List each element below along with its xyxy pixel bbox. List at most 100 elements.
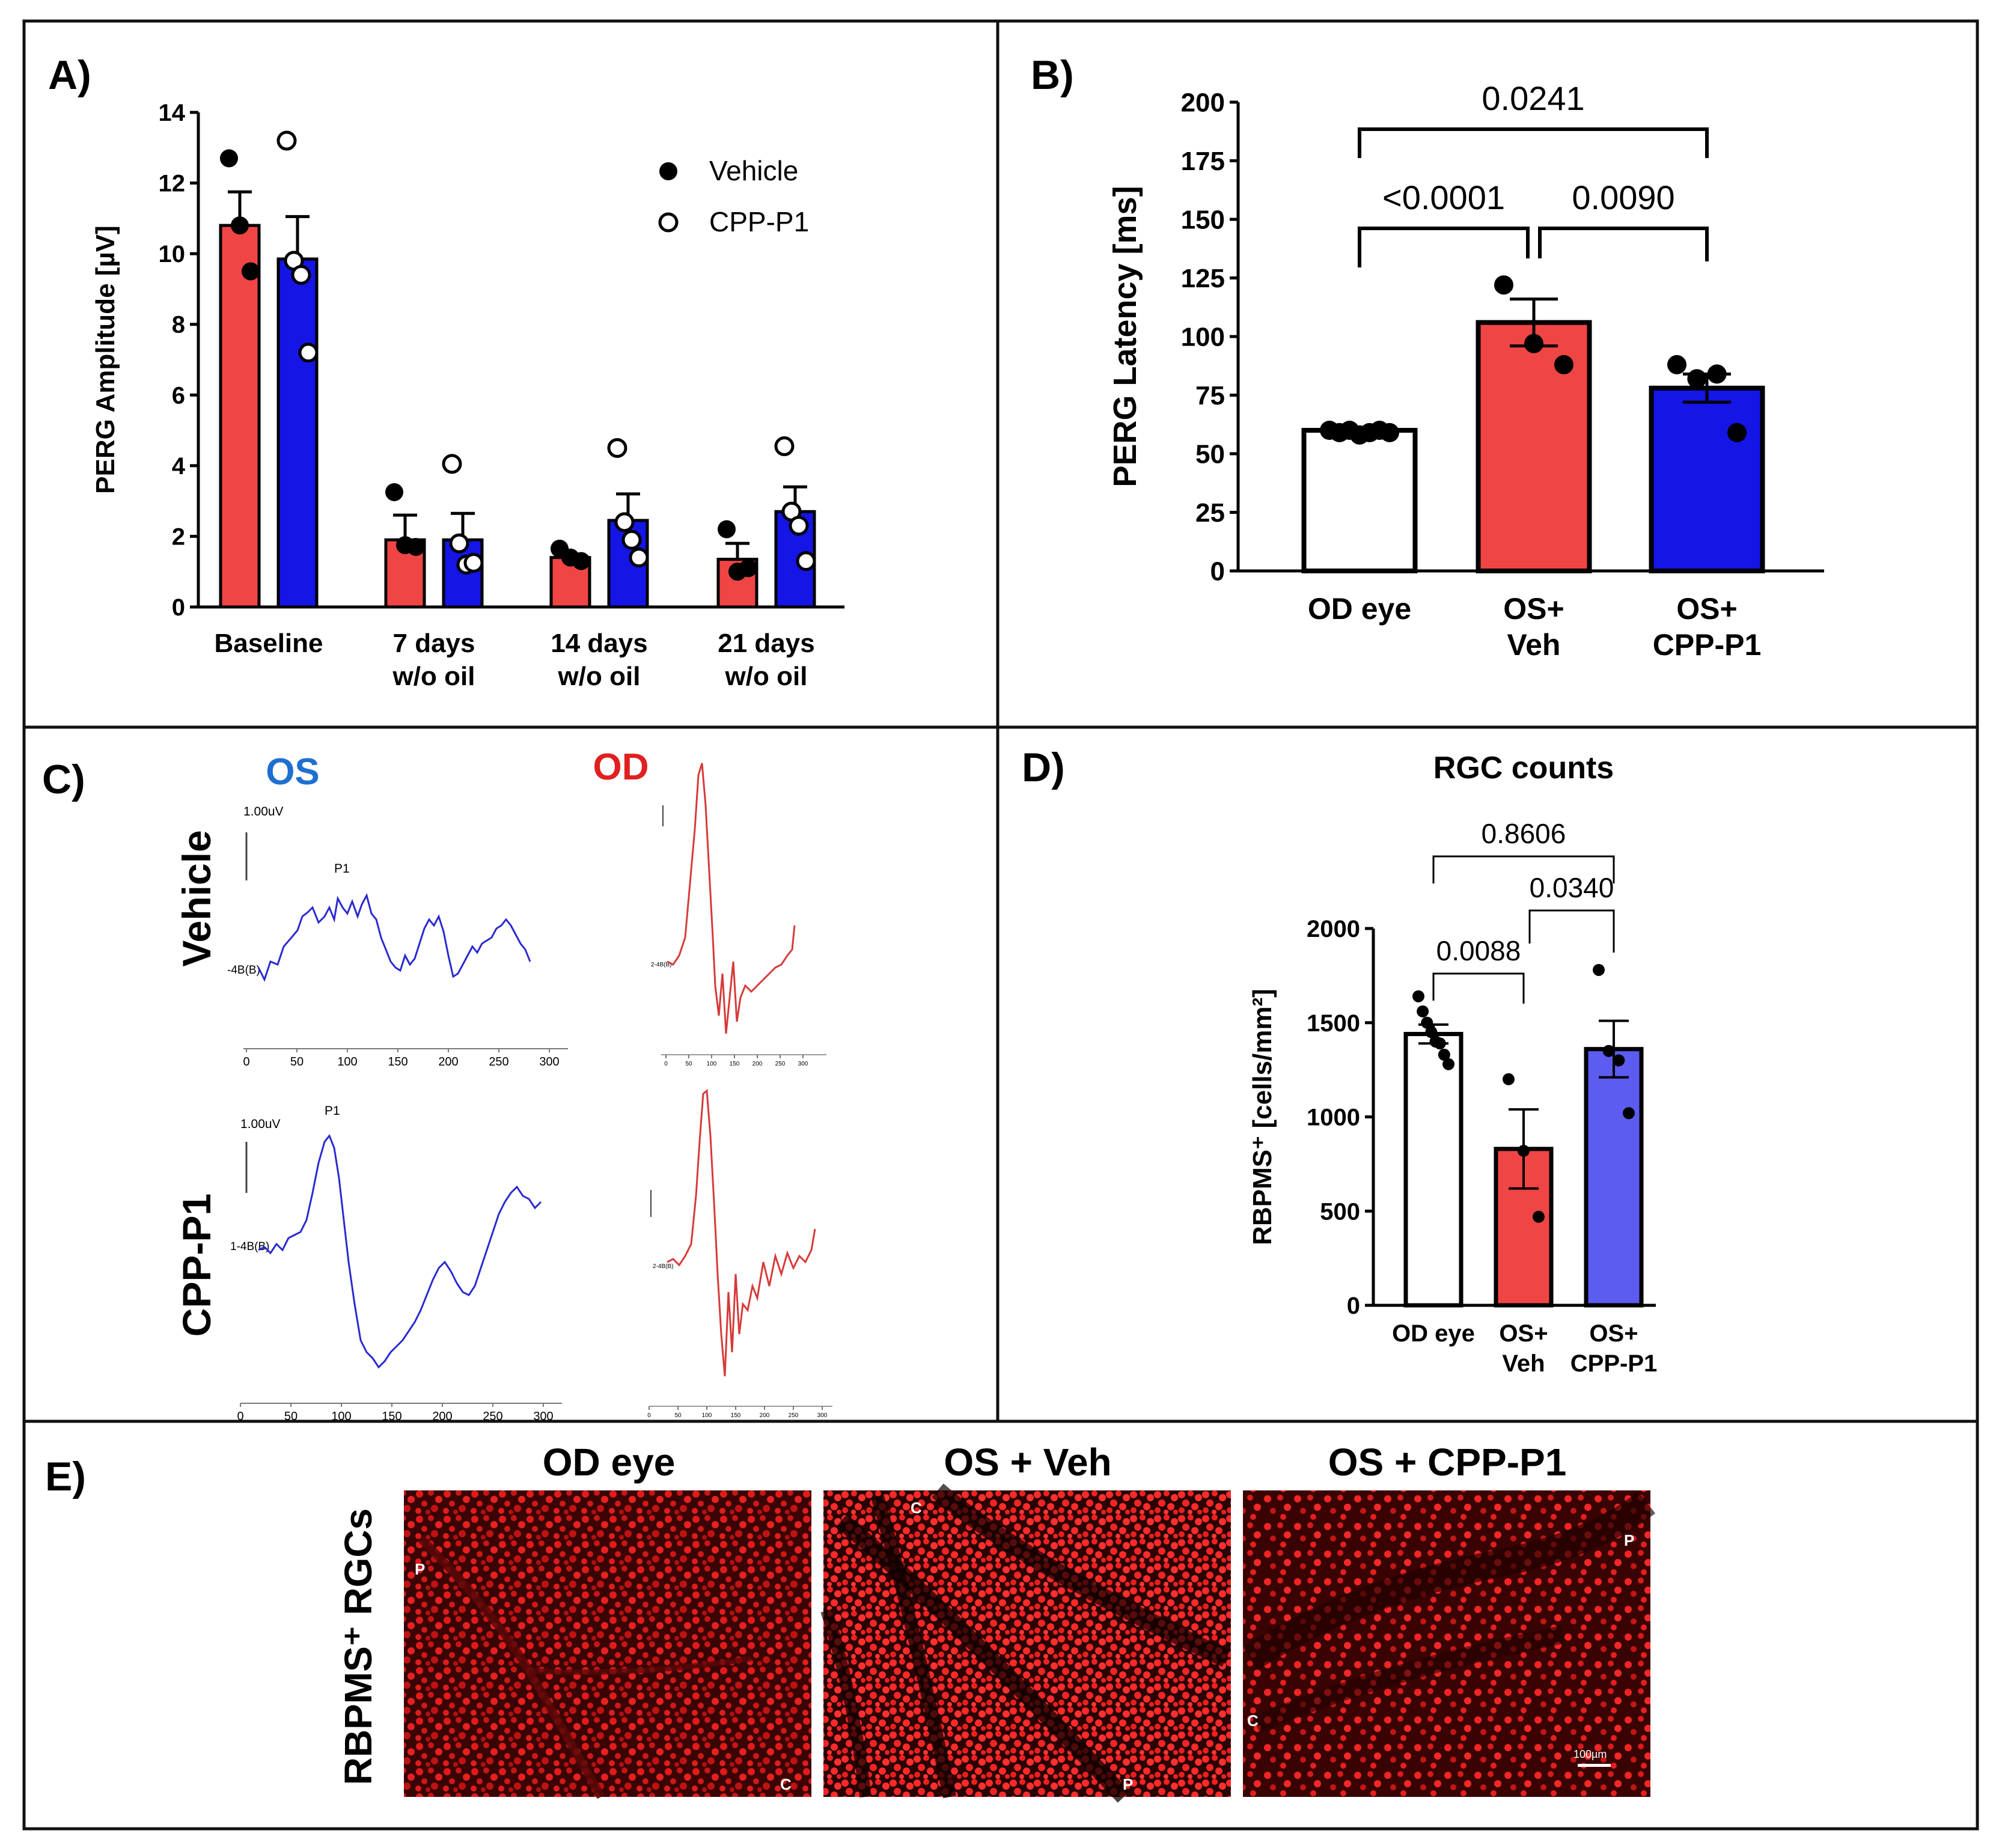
- x-tick-label: 21 days: [718, 629, 814, 658]
- trace-x-tick-label: 50: [290, 1055, 304, 1069]
- p-value-label: 0.0088: [1436, 935, 1521, 966]
- data-point: [220, 149, 238, 168]
- trace-x-tick-label: 200: [752, 1061, 763, 1067]
- trace-x-tick-label: 100: [331, 1410, 351, 1423]
- panel-label-e: E): [45, 1454, 86, 1499]
- scale-label-os-vehicle: 1.00uV: [243, 805, 284, 819]
- os-header: OS: [266, 751, 320, 793]
- trace-x-tick-label: 200: [438, 1055, 458, 1069]
- data-point: [1518, 1144, 1530, 1157]
- marker-od-c: C: [780, 1775, 792, 1793]
- data-point: [572, 552, 590, 570]
- trace-x-tick-label: 0: [237, 1410, 243, 1423]
- legend-marker-vehicle: [659, 162, 677, 180]
- trace-od-vehicle: 2-4B(B): [651, 763, 826, 1055]
- trace-x-tick-label: 250: [483, 1410, 502, 1423]
- bar: [276, 257, 319, 609]
- y-tick-label: 2000: [1307, 916, 1360, 942]
- data-point: [1433, 1037, 1446, 1050]
- data-point: [1727, 422, 1747, 442]
- y-tick-label: 1500: [1307, 1010, 1360, 1037]
- trace-x-ticks: 0 50 100 150 200 250 300 0 50 100 150 200 250 300 0 50 1…: [237, 1049, 828, 1423]
- trace-od-cpp-p1: 2-4B(B): [649, 1088, 832, 1407]
- trace-line-os-cpp: [258, 1134, 542, 1369]
- peak-label-os-cpp: P1: [325, 1104, 340, 1118]
- y-tick-label: 1000: [1307, 1105, 1360, 1131]
- data-point: [614, 512, 635, 532]
- x-tick-label: Veh: [1502, 1350, 1545, 1377]
- trace-x-tick-label: 0: [664, 1061, 668, 1067]
- bar: [1403, 1032, 1464, 1308]
- trace-x-tick-label: 200: [432, 1410, 452, 1423]
- image-os-cpp-p1: P C 100µm: [1242, 1490, 1656, 1797]
- od-header: OD: [593, 746, 649, 788]
- trace-x-tick-label: 50: [674, 1412, 682, 1419]
- image-od-eye: P C: [404, 1490, 811, 1799]
- x-tick-label: OS+: [1676, 592, 1737, 626]
- p-value-label: 0.0340: [1530, 872, 1614, 903]
- trace-x-tick-label: 300: [798, 1061, 808, 1067]
- data-point: [1707, 364, 1727, 384]
- data-point: [449, 533, 469, 553]
- trace-x-tick-label: 250: [789, 1412, 799, 1419]
- data-point: [796, 551, 816, 572]
- y-tick-label: 25: [1195, 498, 1225, 528]
- x-tick-label: OS+: [1503, 592, 1564, 626]
- data-point: [276, 130, 297, 151]
- image-title-od: OD eye: [543, 1441, 676, 1484]
- trace-x-tick-label: 150: [731, 1412, 741, 1419]
- y-tick-label: 125: [1181, 264, 1225, 293]
- marker-od-p: P: [415, 1560, 425, 1578]
- x-tick-label: CPP-P1: [1653, 628, 1762, 662]
- data-point: [1438, 1049, 1450, 1061]
- data-point: [1412, 990, 1424, 1002]
- panel-label-b: B): [1031, 52, 1074, 98]
- y-tick-label: 75: [1195, 381, 1225, 410]
- data-point: [442, 454, 462, 474]
- panel-c: OS OD Vehicle CPP-P1 1.00uV -4B(B) P1 1.…: [174, 746, 832, 1423]
- y-axis-label: RBPMS⁺ [cells/mm²]: [1248, 989, 1277, 1245]
- x-tick-label: OD eye: [1392, 1320, 1475, 1347]
- p-value-label: 0.0090: [1572, 178, 1674, 216]
- legend-marker-cpp-p1: [658, 212, 679, 233]
- trace-line-od-vehicle: [667, 763, 796, 1034]
- panel-label-d: D): [1022, 745, 1065, 790]
- y-tick-label: 2: [172, 523, 185, 550]
- y-tick-label: 150: [1181, 205, 1225, 234]
- x-tick-label: Baseline: [215, 629, 323, 658]
- panel-label-c: C): [42, 757, 85, 802]
- data-point: [774, 436, 795, 457]
- significance-bracket: [1432, 855, 1615, 883]
- data-point: [718, 520, 736, 538]
- trace-x-tick-label: 300: [817, 1412, 828, 1419]
- trace-x-tick-label: 150: [730, 1061, 740, 1067]
- trace-x-tick-label: 50: [284, 1410, 298, 1423]
- y-tick-label: 6: [172, 382, 185, 409]
- data-point: [1503, 1073, 1515, 1085]
- x-tick-label: OD eye: [1308, 592, 1411, 626]
- data-point: [1380, 422, 1399, 442]
- data-point: [621, 529, 642, 550]
- panel-label-a: A): [48, 52, 91, 98]
- data-point: [1442, 1058, 1454, 1070]
- row-label-vehicle: Vehicle: [174, 830, 219, 967]
- y-tick-label: 4: [172, 453, 186, 480]
- x-tick-label: OS+: [1589, 1320, 1638, 1347]
- trace-x-tick-label: 200: [760, 1412, 770, 1419]
- data-point: [298, 343, 319, 363]
- y-tick-label: 0: [172, 594, 185, 621]
- p-value-label: 0.8606: [1482, 818, 1566, 849]
- image-title-os-veh: OS + Veh: [944, 1441, 1111, 1484]
- data-point: [629, 547, 649, 568]
- trace-x-tick-label: 0: [243, 1055, 249, 1069]
- data-point: [1554, 355, 1573, 374]
- legend-label-cpp-p1: CPP-P1: [709, 206, 809, 237]
- trace-x-tick-label: 250: [775, 1061, 786, 1067]
- peak-label-os-vehicle: P1: [334, 862, 350, 876]
- chart-title: RGC counts: [1433, 751, 1614, 785]
- image-os-veh: C P: [820, 1483, 1231, 1803]
- data-point: [1687, 369, 1707, 389]
- data-point: [1494, 275, 1513, 295]
- data-point: [1533, 1210, 1545, 1223]
